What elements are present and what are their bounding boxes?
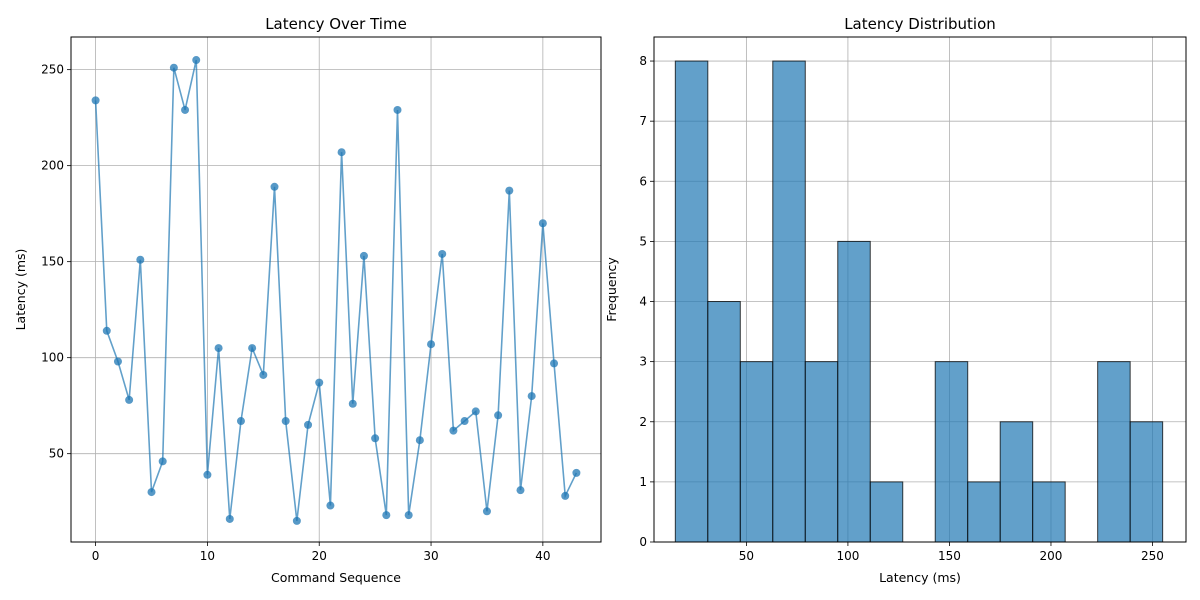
grid-lines [71, 37, 601, 542]
data-point [292, 516, 301, 525]
data-point [113, 357, 122, 366]
x-tick-label: 50 [739, 549, 754, 563]
histogram-bar [1097, 361, 1131, 543]
data-point [281, 417, 290, 426]
x-tick-label: 250 [1141, 549, 1164, 563]
data-point [270, 182, 279, 191]
y-tick-label: 0 [639, 535, 647, 549]
data-point [158, 457, 167, 466]
histogram-bar [674, 60, 709, 543]
histogram-bar [934, 361, 969, 543]
y-tick-label: 100 [41, 351, 64, 365]
latency-over-time-chart: 0 10 20 30 40 50 100 150 200 250 Latency Over Tim… [13, 15, 602, 585]
data-point [203, 470, 212, 479]
y-tick-label: 250 [41, 63, 64, 77]
data-point [371, 434, 380, 443]
histogram-bar [967, 481, 1001, 543]
data-point [259, 370, 268, 379]
x-tick-label: 0 [92, 549, 100, 563]
y-tick-label: 4 [639, 295, 647, 309]
histogram-bar [1129, 421, 1164, 543]
histogram-bar [804, 361, 839, 543]
data-point [181, 105, 190, 114]
latency-distribution-chart: 50 100 150 200 250 0 1 2 3 4 5 6 7 8 Latency Distribu… [604, 15, 1187, 585]
data-point [538, 219, 547, 228]
tick-group: 50 100 150 200 250 0 1 2 3 4 5 6 7 8 [639, 54, 1164, 563]
data-point [438, 249, 447, 258]
x-tick-label: 150 [938, 549, 961, 563]
y-axis-label: Latency (ms) [13, 249, 28, 331]
data-point [315, 378, 324, 387]
data-point [225, 514, 234, 523]
data-point [382, 511, 391, 520]
data-point [348, 399, 357, 408]
y-tick-label: 5 [639, 234, 647, 248]
x-axis-label: Command Sequence [271, 570, 401, 585]
plot-frame [653, 36, 1187, 543]
histogram-bar [1032, 481, 1066, 543]
data-point [102, 326, 111, 335]
data-point [550, 359, 559, 368]
tick-group: 0 10 20 30 40 50 100 150 200 250 [41, 63, 550, 563]
data-point [572, 468, 581, 477]
data-point [516, 486, 525, 495]
x-tick-label: 100 [836, 549, 859, 563]
x-tick-label: 10 [200, 549, 215, 563]
y-tick-label: 50 [49, 447, 64, 461]
y-axis-label: Frequency [604, 257, 619, 322]
data-point [359, 251, 368, 260]
y-tick-label: 2 [639, 415, 647, 429]
data-point [415, 436, 424, 445]
x-tick-label: 200 [1040, 549, 1063, 563]
data-point [326, 501, 335, 510]
y-tick-label: 200 [41, 159, 64, 173]
data-point [449, 426, 458, 435]
histogram-bar [739, 361, 774, 543]
histogram-bar [707, 301, 741, 543]
data-point [527, 392, 536, 401]
data-point [471, 407, 480, 416]
x-tick-label: 40 [535, 549, 550, 563]
y-tick-label: 8 [639, 54, 647, 68]
data-point [304, 420, 313, 429]
data-point [169, 63, 178, 72]
data-point [192, 56, 201, 65]
line-series [91, 56, 581, 525]
data-point [337, 148, 346, 157]
histogram-bar [999, 421, 1034, 543]
histogram-bar [869, 481, 904, 543]
data-point [460, 417, 469, 426]
data-point [147, 488, 156, 497]
x-axis-label: Latency (ms) [879, 570, 961, 585]
data-point [561, 491, 570, 500]
data-point [125, 395, 134, 404]
data-point [91, 96, 100, 105]
histogram-bar [837, 240, 871, 543]
data-point [248, 344, 257, 353]
data-point [136, 255, 145, 264]
y-tick-label: 3 [639, 355, 647, 369]
y-tick-label: 1 [639, 475, 647, 489]
x-tick-label: 20 [312, 549, 327, 563]
latency-line [94, 59, 578, 521]
chart-title: Latency Over Time [265, 15, 407, 33]
histogram-bar [772, 60, 806, 543]
y-tick-label: 150 [41, 255, 64, 269]
data-point [393, 105, 402, 114]
y-tick-label: 7 [639, 114, 647, 128]
data-point [214, 344, 223, 353]
data-point [236, 417, 245, 426]
chart-title: Latency Distribution [844, 15, 996, 33]
data-point [494, 411, 503, 420]
histogram-bars [674, 60, 1164, 543]
y-tick-label: 6 [639, 174, 647, 188]
data-point [482, 507, 491, 516]
x-tick-label: 30 [423, 549, 438, 563]
data-point [505, 186, 514, 195]
data-point [404, 511, 413, 520]
data-point [427, 340, 436, 349]
plot-frame [70, 36, 602, 543]
